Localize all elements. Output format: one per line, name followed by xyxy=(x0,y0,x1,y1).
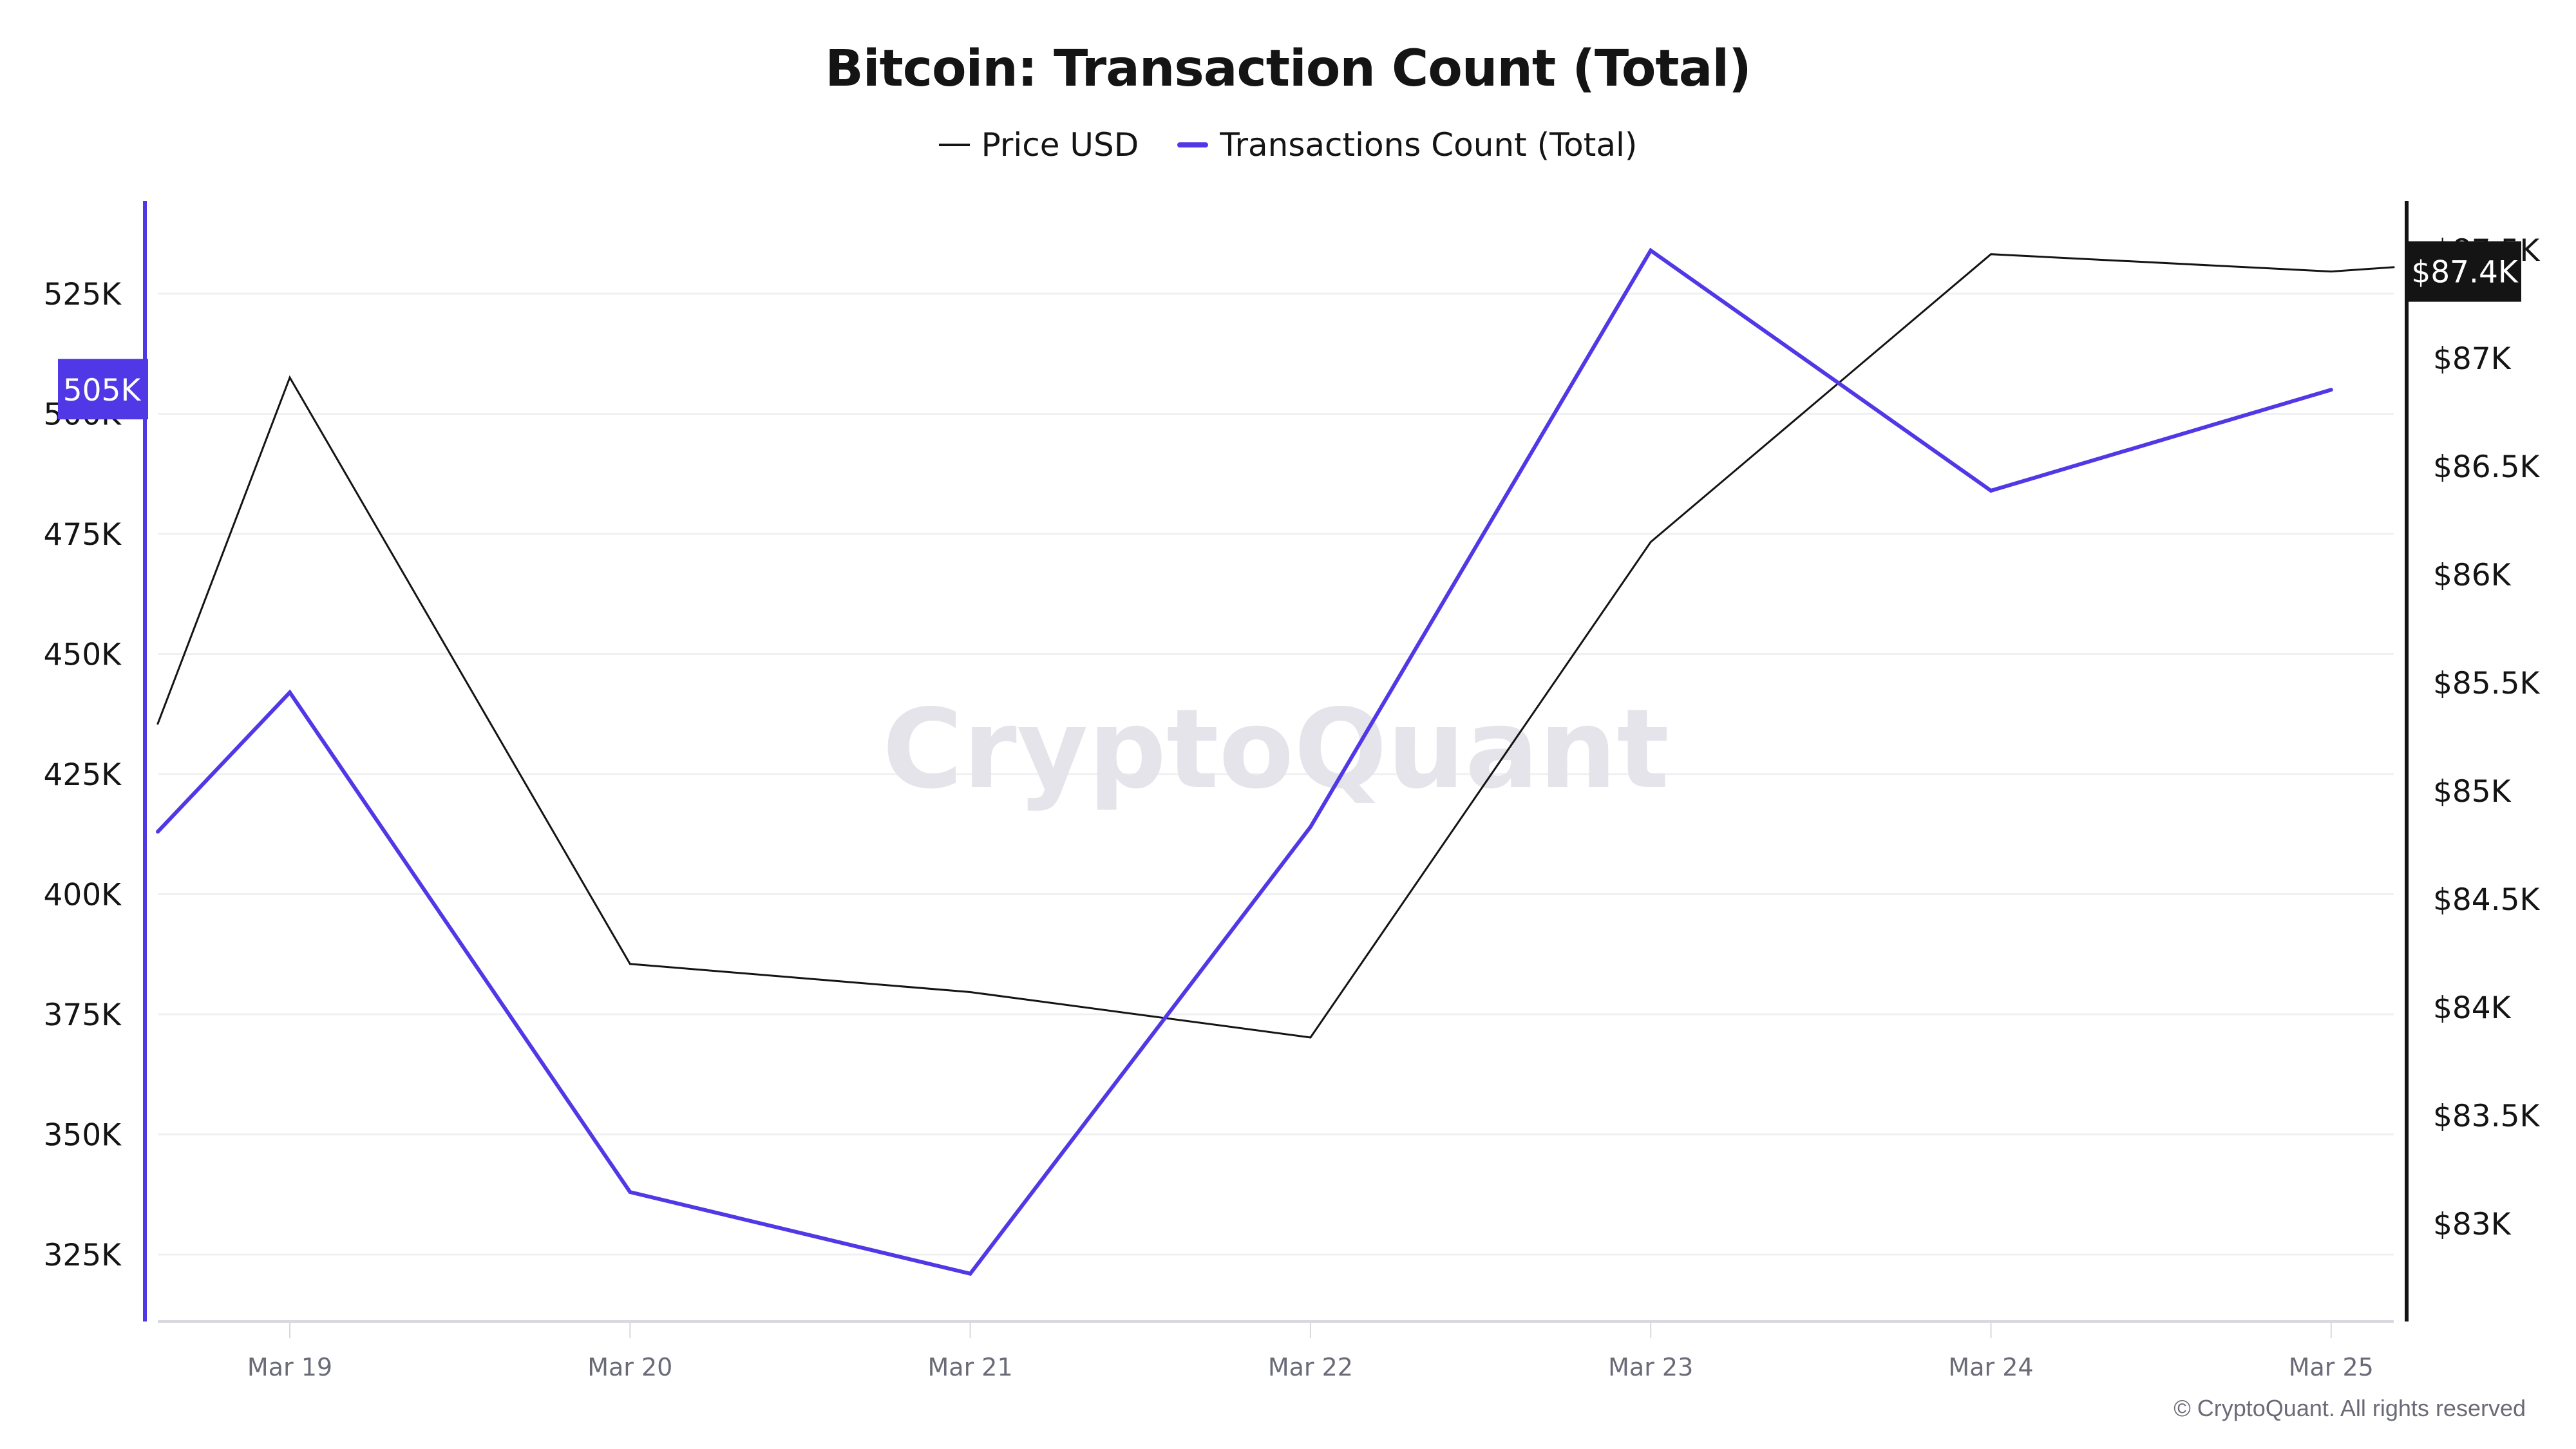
gridlines xyxy=(158,292,2394,1256)
right-tick-label: $86K xyxy=(2433,558,2512,593)
legend-item-transactions[interactable]: Transactions Count (Total) xyxy=(1177,126,1637,164)
right-tick-label: $85K xyxy=(2433,774,2512,810)
legend: Price USD Transactions Count (Total) xyxy=(0,126,2576,164)
legend-label-transactions: Transactions Count (Total) xyxy=(1220,126,1638,164)
right-y-axis: $83K $83.5K $84K $84.5K $85K $85.5K $86K $86.5K… xyxy=(2405,201,2541,1321)
x-tick-label: Mar 23 xyxy=(1608,1353,1693,1381)
left-tick-label: 475K xyxy=(43,517,122,553)
right-tick-label: $84.5K xyxy=(2433,882,2541,918)
transactions-line xyxy=(156,247,2333,1276)
watermark: CryptoQuant xyxy=(882,686,1669,813)
left-tick-label: 525K xyxy=(43,277,122,312)
series-lines xyxy=(156,247,2395,1276)
left-tick-label: 425K xyxy=(43,757,122,793)
right-tick-label: $83K xyxy=(2433,1207,2512,1242)
left-tick-label: 350K xyxy=(43,1118,122,1153)
left-y-axis: 325K350K375K400K425K450K475K500K525K xyxy=(43,201,147,1321)
legend-item-price[interactable]: Price USD xyxy=(938,126,1139,164)
right-tick-label: $85.5K xyxy=(2433,666,2541,701)
price-value-tag-text: $87.4K xyxy=(2411,255,2519,290)
line-swatch-icon xyxy=(938,144,970,146)
chart-title: Bitcoin: Transaction Count (Total) xyxy=(825,40,1752,98)
transactions-value-tag-text: 505K xyxy=(63,373,142,408)
copyright-notice: © CryptoQuant. All rights reserved xyxy=(2174,1395,2526,1421)
right-tick-label: $83.5K xyxy=(2433,1099,2541,1134)
left-tick-label: 400K xyxy=(43,878,122,913)
right-tick-label: $84K xyxy=(2433,990,2512,1026)
left-tick-label: 450K xyxy=(43,638,122,673)
x-axis: Mar 19 Mar 20 Mar 21 Mar 22 Mar 23 Mar 24 Mar … xyxy=(158,1320,2394,1381)
x-tick-label: Mar 22 xyxy=(1268,1353,1353,1381)
x-tick-label: Mar 24 xyxy=(1948,1353,2033,1381)
x-tick-label: Mar 20 xyxy=(587,1353,672,1381)
legend-label-price: Price USD xyxy=(981,126,1139,164)
transactions-value-tag xyxy=(58,359,148,420)
right-tick-label: $86.5K xyxy=(2433,450,2541,485)
price-line xyxy=(156,253,2395,1039)
price-value-tag xyxy=(2409,241,2521,302)
x-tick-label: Mar 19 xyxy=(247,1353,332,1381)
right-tick-label: $87K xyxy=(2433,341,2512,377)
current-value-tags: 505K $87.4K xyxy=(58,241,2521,420)
left-tick-label: 325K xyxy=(43,1238,122,1273)
x-tick-label: Mar 21 xyxy=(928,1353,1013,1381)
line-swatch-icon xyxy=(1177,142,1209,147)
left-tick-label: 375K xyxy=(43,998,122,1033)
x-tick-label: Mar 25 xyxy=(2289,1353,2374,1381)
